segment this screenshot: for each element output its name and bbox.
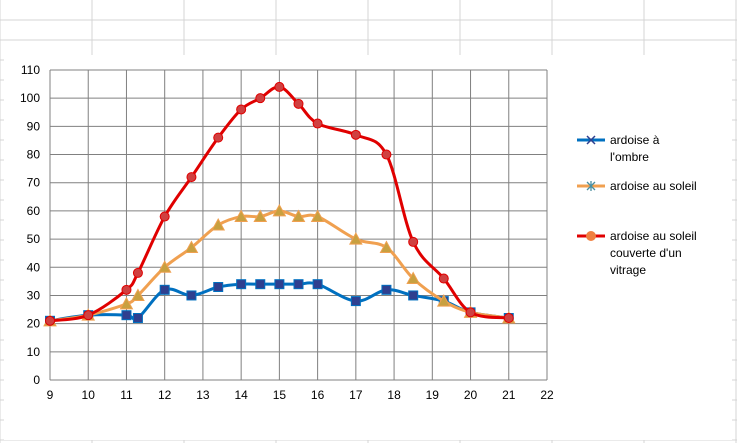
- data-point-marker[interactable]: [159, 284, 170, 295]
- data-point-marker[interactable]: [255, 279, 266, 290]
- y-tick-label: 110: [21, 63, 40, 77]
- x-tick-label: 15: [273, 388, 287, 402]
- x-tick-label: 14: [234, 388, 248, 402]
- data-point-marker[interactable]: [157, 260, 172, 273]
- data-point-marker[interactable]: [132, 313, 143, 323]
- legend-cross-icon: [586, 135, 596, 145]
- data-point-marker[interactable]: [45, 315, 55, 326]
- y-tick-label: 10: [27, 345, 41, 359]
- data-point-marker[interactable]: [186, 172, 197, 183]
- data-point-marker[interactable]: [312, 279, 323, 290]
- data-point-marker[interactable]: [131, 288, 145, 301]
- data-point-marker[interactable]: [381, 149, 392, 160]
- x-tick-label: 18: [387, 388, 401, 402]
- y-axis-ticks: 0 10 20 30 40 50 60 70 80 90 100 110: [20, 63, 40, 387]
- y-tick-label: 40: [27, 260, 41, 274]
- data-point-marker[interactable]: [272, 203, 287, 217]
- x-tick-label: 21: [502, 388, 516, 402]
- data-point-marker[interactable]: [408, 290, 419, 301]
- legend-label: couverte d'un: [610, 246, 682, 260]
- data-point-marker[interactable]: [253, 209, 268, 223]
- x-tick-label: 22: [540, 388, 554, 402]
- data-point-marker[interactable]: [349, 232, 363, 245]
- data-point-marker[interactable]: [159, 211, 170, 222]
- data-point-marker[interactable]: [121, 284, 132, 295]
- data-point-marker[interactable]: [438, 273, 449, 284]
- plot-grid: [49, 69, 548, 381]
- x-tick-label: 13: [196, 388, 210, 402]
- x-axis-ticks: 9 10 11 12 13 14 15 16 17 18 19 20 21 22: [47, 388, 554, 402]
- data-point-marker[interactable]: [436, 294, 451, 307]
- legend-circle-icon: [586, 231, 596, 241]
- data-point-marker[interactable]: [211, 217, 226, 231]
- legend-entry[interactable]: ardoise à l'ombre: [577, 133, 660, 164]
- x-tick-label: 10: [82, 388, 96, 402]
- x-tick-label: 19: [426, 388, 440, 402]
- y-tick-label: 20: [27, 317, 41, 331]
- x-tick-label: 20: [464, 388, 478, 402]
- x-tick-label: 17: [349, 388, 363, 402]
- data-point-marker[interactable]: [274, 279, 285, 290]
- legend-asterisk-icon: [586, 181, 596, 191]
- legend-label: l'ombre: [610, 150, 649, 164]
- series-3: [45, 81, 514, 326]
- data-point-marker[interactable]: [236, 104, 247, 115]
- data-point-marker[interactable]: [379, 240, 394, 254]
- legend-label: ardoise à: [610, 133, 660, 147]
- y-tick-label: 70: [27, 176, 41, 190]
- data-point-marker[interactable]: [293, 279, 304, 290]
- data-point-marker[interactable]: [186, 290, 197, 301]
- data-point-marker[interactable]: [213, 132, 224, 143]
- y-tick-label: 50: [27, 232, 41, 246]
- data-point-marker[interactable]: [236, 279, 247, 290]
- data-point-marker[interactable]: [310, 209, 325, 223]
- data-point-marker[interactable]: [350, 296, 361, 307]
- data-point-marker[interactable]: [381, 284, 392, 295]
- data-point-marker[interactable]: [121, 310, 132, 321]
- data-point-marker[interactable]: [255, 93, 266, 104]
- x-tick-label: 12: [158, 388, 172, 402]
- data-point-marker[interactable]: [83, 310, 94, 321]
- data-point-marker[interactable]: [312, 118, 323, 129]
- data-point-marker[interactable]: [406, 271, 421, 285]
- y-tick-label: 100: [20, 91, 40, 105]
- series-layer: [43, 81, 516, 327]
- x-tick-label: 11: [120, 388, 133, 402]
- x-tick-label: 9: [47, 388, 54, 402]
- data-point-marker[interactable]: [274, 81, 285, 92]
- data-point-marker[interactable]: [132, 267, 143, 278]
- data-point-marker[interactable]: [465, 307, 476, 318]
- data-point-marker[interactable]: [291, 209, 306, 223]
- data-point-marker[interactable]: [213, 282, 224, 292]
- y-tick-label: 60: [27, 204, 41, 218]
- data-point-marker[interactable]: [234, 209, 248, 223]
- y-tick-label: 0: [33, 373, 40, 387]
- chart-area[interactable]: [4, 55, 732, 440]
- data-point-marker[interactable]: [408, 236, 419, 247]
- y-tick-label: 90: [27, 119, 41, 133]
- legend-label: vitrage: [610, 263, 646, 277]
- legend-entry[interactable]: ardoise au soleil: [577, 179, 697, 193]
- legend-label: ardoise au soleil: [610, 179, 697, 193]
- data-point-marker[interactable]: [293, 98, 304, 109]
- legend-entry[interactable]: ardoise au soleil couverte d'un vitrage: [577, 229, 697, 277]
- data-point-marker[interactable]: [350, 129, 361, 140]
- y-tick-label: 80: [27, 148, 41, 162]
- legend-label: ardoise au soleil: [610, 229, 697, 243]
- data-point-marker[interactable]: [119, 296, 134, 310]
- data-point-marker[interactable]: [503, 313, 514, 323]
- y-tick-label: 30: [27, 288, 41, 302]
- data-point-marker[interactable]: [184, 240, 199, 254]
- x-tick-label: 16: [311, 388, 325, 402]
